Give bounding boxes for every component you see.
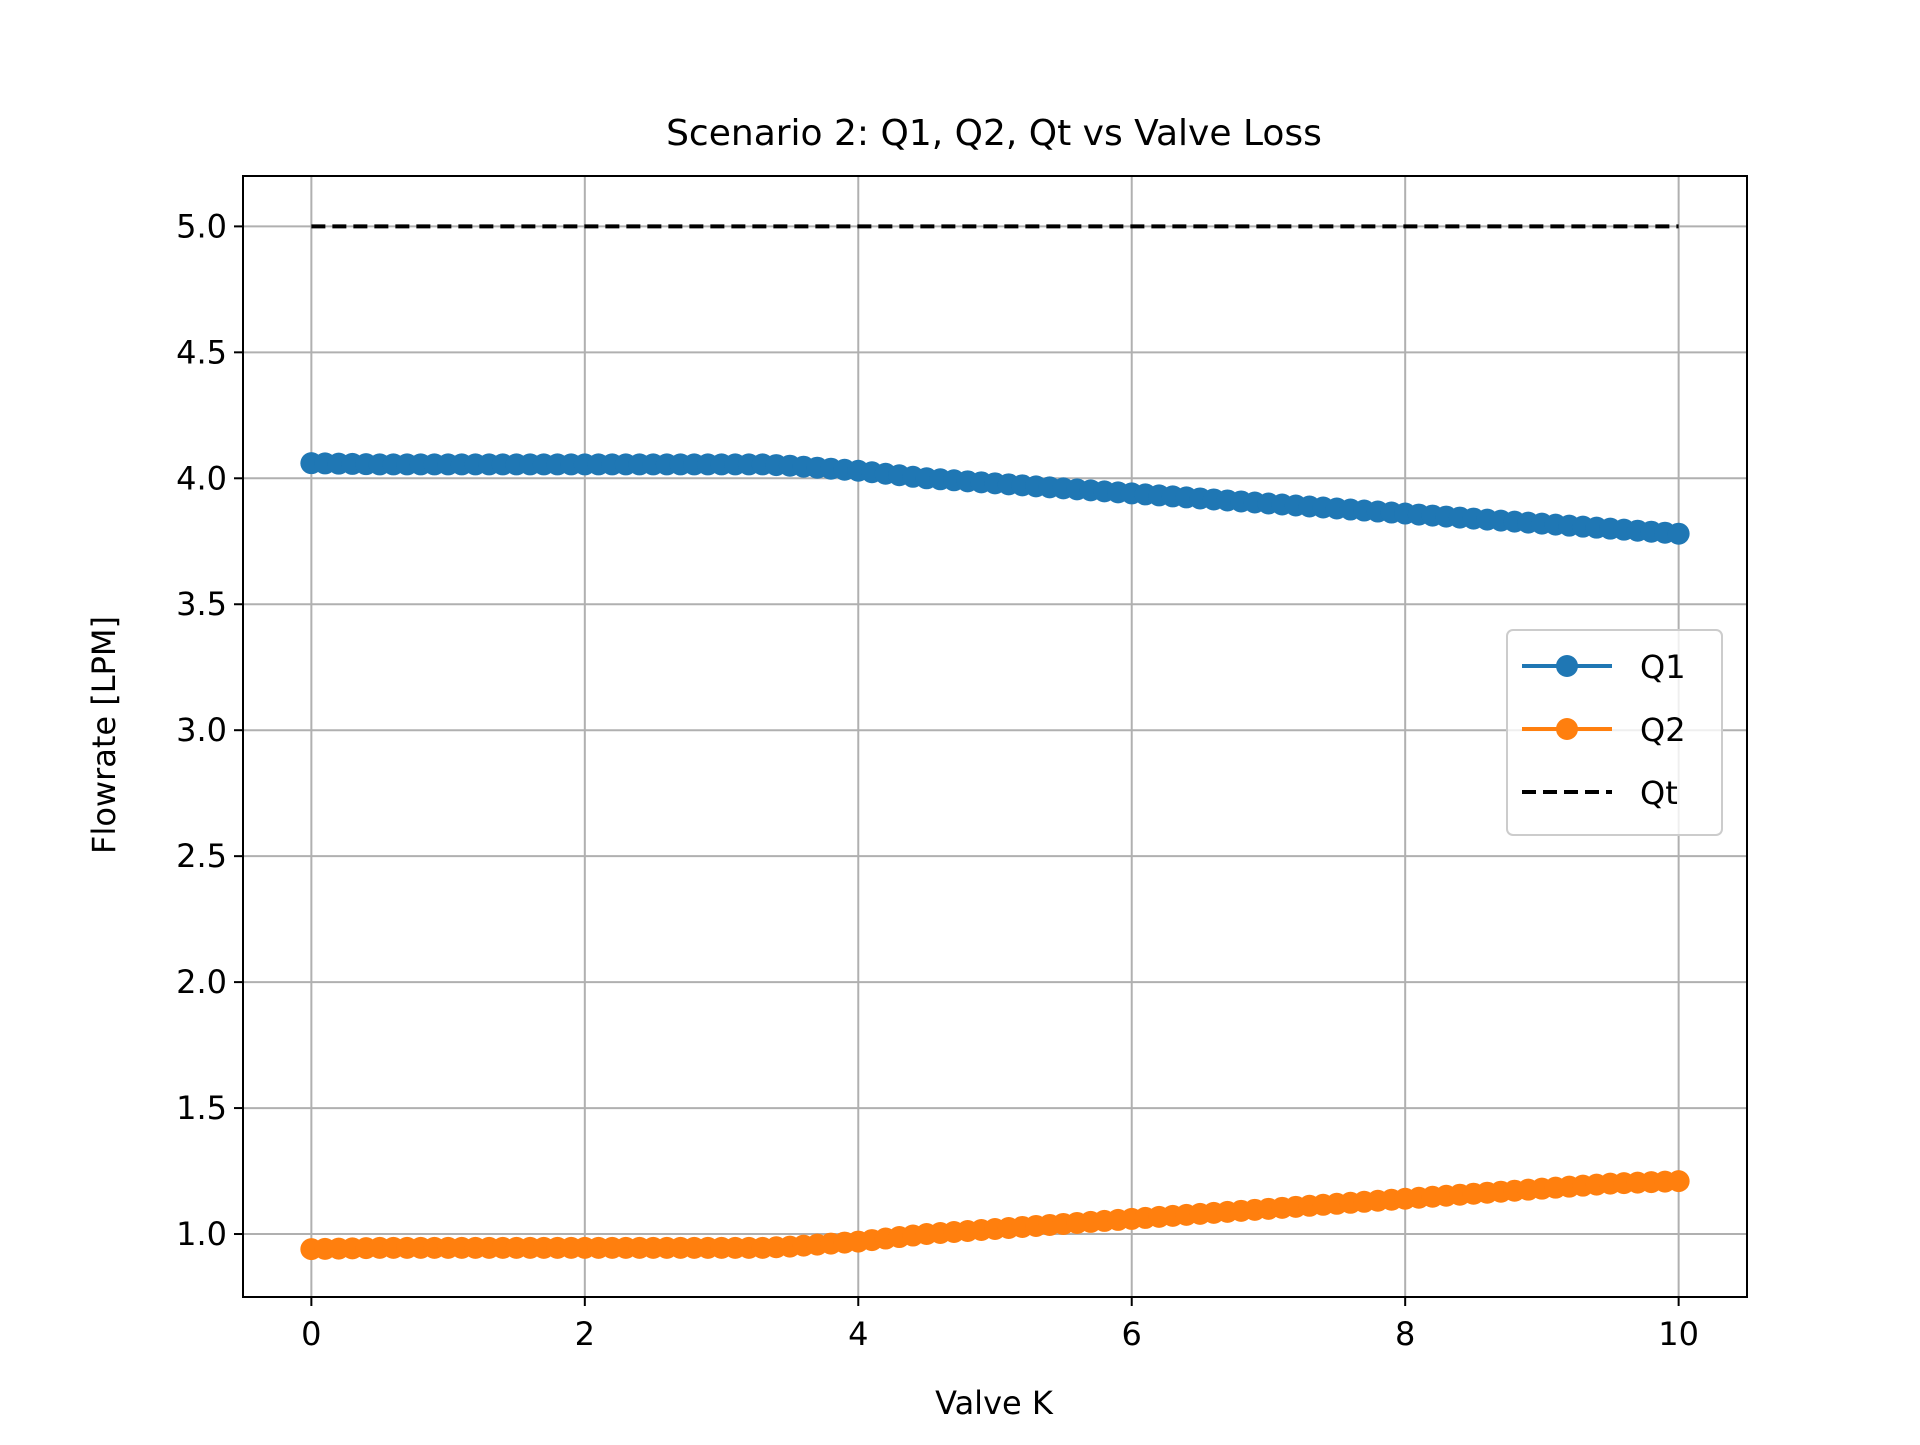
series-layer bbox=[300, 224, 1690, 1261]
y-axis-label: Flowrate [LPM] bbox=[85, 616, 123, 854]
plot-frame bbox=[242, 175, 1748, 1298]
y-tick-label: 4.0 bbox=[176, 459, 227, 497]
legend-label: Q1 bbox=[1640, 648, 1686, 686]
y-tick-label: 3.5 bbox=[176, 585, 227, 623]
series-q1 bbox=[300, 452, 1690, 545]
legend-item-qt: Qt bbox=[1522, 774, 1678, 812]
x-tick-label: 2 bbox=[575, 1315, 595, 1353]
y-tick-label: 3.0 bbox=[176, 711, 227, 749]
legend-marker bbox=[1556, 655, 1578, 677]
y-tick-label: 4.5 bbox=[176, 333, 227, 371]
x-tick-label: 0 bbox=[301, 1315, 321, 1353]
legend: Q1 Q2 Qt bbox=[1506, 629, 1723, 836]
data-point bbox=[1667, 1170, 1690, 1193]
y-tick-label: 2.0 bbox=[176, 963, 227, 1001]
x-axis: 0 2 4 6 8 10 bbox=[301, 1297, 1699, 1353]
y-tick-label: 5.0 bbox=[176, 207, 227, 245]
data-point bbox=[1667, 522, 1690, 545]
legend-item-q2: Q2 bbox=[1522, 711, 1686, 749]
legend-item-q1: Q1 bbox=[1522, 648, 1686, 686]
y-axis: 1.0 1.5 2.0 2.5 3.0 3.5 4.0 4.5 5.0 bbox=[176, 207, 243, 1253]
x-tick-label: 8 bbox=[1395, 1315, 1415, 1353]
legend-label: Qt bbox=[1640, 774, 1678, 812]
legend-label: Q2 bbox=[1640, 711, 1686, 749]
series-q2 bbox=[300, 1170, 1690, 1261]
legend-marker bbox=[1556, 718, 1578, 740]
y-tick-label: 1.5 bbox=[176, 1089, 227, 1127]
x-tick-label: 6 bbox=[1122, 1315, 1142, 1353]
x-tick-label: 4 bbox=[848, 1315, 868, 1353]
x-tick-label: 10 bbox=[1658, 1315, 1699, 1353]
y-tick-label: 2.5 bbox=[176, 837, 227, 875]
y-tick-label: 1.0 bbox=[176, 1215, 227, 1253]
x-axis-label: Valve K bbox=[935, 1384, 1054, 1422]
legend-box bbox=[1506, 629, 1723, 836]
chart-title: Scenario 2: Q1, Q2, Qt vs Valve Loss bbox=[666, 113, 1322, 154]
